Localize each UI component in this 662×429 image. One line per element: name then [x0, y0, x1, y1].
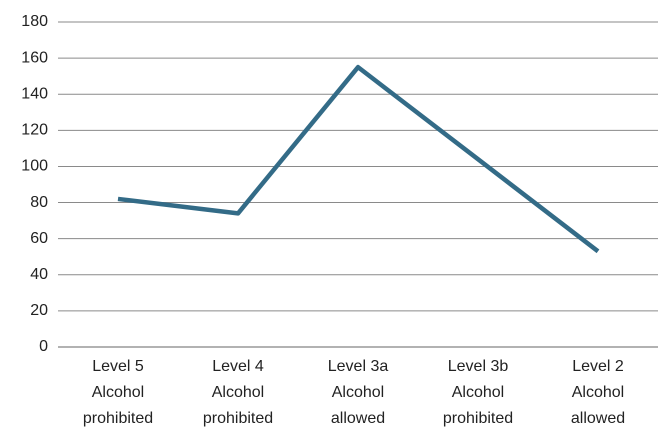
y-tick-label: 100: [21, 158, 48, 175]
x-tick-label-line: allowed: [571, 410, 625, 427]
y-tick-label: 120: [21, 122, 48, 139]
x-tick-label-line: prohibited: [203, 410, 273, 427]
x-tick-label-line: Alcohol: [332, 384, 384, 401]
x-tick-label-line: allowed: [331, 410, 385, 427]
x-tick-label-line: prohibited: [83, 410, 153, 427]
y-tick-label: 180: [21, 13, 48, 30]
x-tick-label: Level 3a Alcohol allowed: [328, 358, 389, 427]
x-tick-label-line: Level 5: [92, 358, 144, 375]
x-tick-label-line: prohibited: [443, 410, 513, 427]
x-tick-label: Level 4 Alcohol prohibited: [203, 358, 273, 427]
x-tick-label-line: Level 3a: [328, 358, 389, 375]
x-tick-label: Level 5 Alcohol prohibited: [83, 358, 153, 427]
y-tick-label: 0: [39, 338, 48, 355]
x-tick-label-line: Level 3b: [448, 358, 509, 375]
x-tick-label-line: Level 4: [212, 358, 264, 375]
y-tick-label: 140: [21, 85, 48, 102]
data-line: [117, 64, 600, 254]
y-tick-label: 80: [30, 194, 48, 211]
x-tick-label-line: Alcohol: [452, 384, 504, 401]
x-tick-label-line: Alcohol: [92, 384, 144, 401]
x-tick-label-line: Alcohol: [212, 384, 264, 401]
y-tick-label: 60: [30, 230, 48, 247]
x-tick-label-line: Alcohol: [572, 384, 624, 401]
y-tick-label: 40: [30, 266, 48, 283]
y-tick-label: 20: [30, 302, 48, 319]
y-tick-label: 160: [21, 49, 48, 66]
x-tick-label: Level 2 Alcohol allowed: [571, 358, 625, 427]
x-tick-label-line: Level 2: [572, 358, 624, 375]
x-tick-label: Level 3b Alcohol prohibited: [443, 358, 513, 427]
